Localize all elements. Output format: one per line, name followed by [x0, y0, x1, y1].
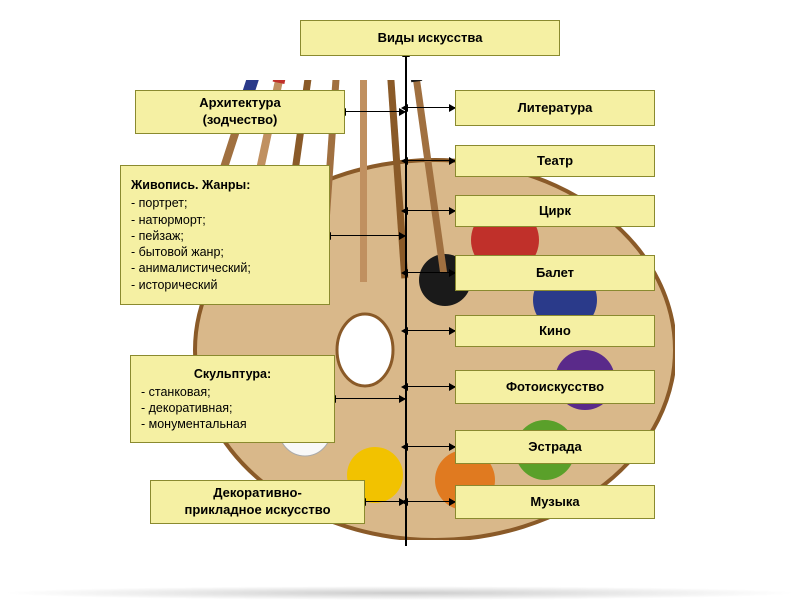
painting-title: Живопись. Жанры:: [131, 177, 250, 193]
box-circus: Цирк: [455, 195, 655, 227]
arrowh-r-pho-l: [401, 383, 408, 391]
painting-item-2: - пейзаж;: [131, 228, 184, 244]
sculpture-item-0: - станковая;: [141, 384, 211, 400]
box-literature: Литература: [455, 90, 655, 126]
painting-item-0: - портрет;: [131, 195, 187, 211]
circus-text: Цирк: [539, 203, 571, 220]
architecture-line1: Архитектура: [199, 95, 280, 112]
arrow-r-bal: [407, 272, 455, 273]
arrowh-r-lit-l: [401, 104, 408, 112]
architecture-line2: (зодчество): [203, 112, 278, 129]
sculpture-item-1: - декоративная;: [141, 400, 233, 416]
photo-text: Фотоискусство: [506, 379, 604, 396]
theater-text: Театр: [537, 153, 573, 170]
bottom-shadow: [0, 586, 800, 600]
box-music: Музыка: [455, 485, 655, 519]
diagram-canvas: Виды искусства Архитектура (зодчество) Ж…: [95, 20, 705, 580]
decorative-line1: Декоративно-: [213, 485, 302, 502]
spine-line: [405, 56, 407, 546]
painting-item-5: - исторический: [131, 277, 218, 293]
box-estrada: Эстрада: [455, 430, 655, 464]
arrowh-r-the-l: [401, 157, 408, 165]
arrowh-r-bal-l: [401, 269, 408, 277]
painting-item-1: - натюрморт;: [131, 212, 206, 228]
box-architecture: Архитектура (зодчество): [135, 90, 345, 134]
estrada-text: Эстрада: [528, 439, 582, 456]
title-text: Виды искусства: [378, 30, 483, 47]
arrow-r-est: [407, 446, 455, 447]
box-ballet: Балет: [455, 255, 655, 291]
box-decorative: Декоративно- прикладное искусство: [150, 480, 365, 524]
ballet-text: Балет: [536, 265, 574, 282]
sculpture-title: Скульптура:: [194, 366, 271, 382]
arrow-l-sculp: [335, 398, 405, 399]
literature-text: Литература: [518, 100, 593, 117]
box-painting: Живопись. Жанры: - портрет; - натюрморт;…: [120, 165, 330, 305]
arrowh-l-paint-r: [399, 232, 406, 240]
arrow-r-cir: [407, 210, 455, 211]
arrow-r-the: [407, 160, 455, 161]
cinema-text: Кино: [539, 323, 571, 340]
arrowh-r-cin-l: [401, 327, 408, 335]
arrow-r-lit: [407, 107, 455, 108]
decorative-line2: прикладное искусство: [184, 502, 330, 519]
box-cinema: Кино: [455, 315, 655, 347]
arrow-r-mus: [407, 501, 455, 502]
arrowh-r-cir-l: [401, 207, 408, 215]
sculpture-item-2: - монументальная: [141, 416, 247, 432]
music-text: Музыка: [530, 494, 579, 511]
box-photo: Фотоискусство: [455, 370, 655, 404]
arrowh-r-est-l: [401, 443, 408, 451]
title-box: Виды искусства: [300, 20, 560, 56]
arrow-r-pho: [407, 386, 455, 387]
painting-item-3: - бытовой жанр;: [131, 244, 224, 260]
arrowh-l-sculp-r: [399, 395, 406, 403]
arrow-r-cin: [407, 330, 455, 331]
box-sculpture: Скульптура: - станковая; - декоративная;…: [130, 355, 335, 443]
arrow-l-paint: [330, 235, 405, 236]
arrow-l-arch: [345, 111, 405, 112]
painting-item-4: - анималистический;: [131, 260, 251, 276]
arrowh-r-mus-l: [401, 498, 408, 506]
box-theater: Театр: [455, 145, 655, 177]
